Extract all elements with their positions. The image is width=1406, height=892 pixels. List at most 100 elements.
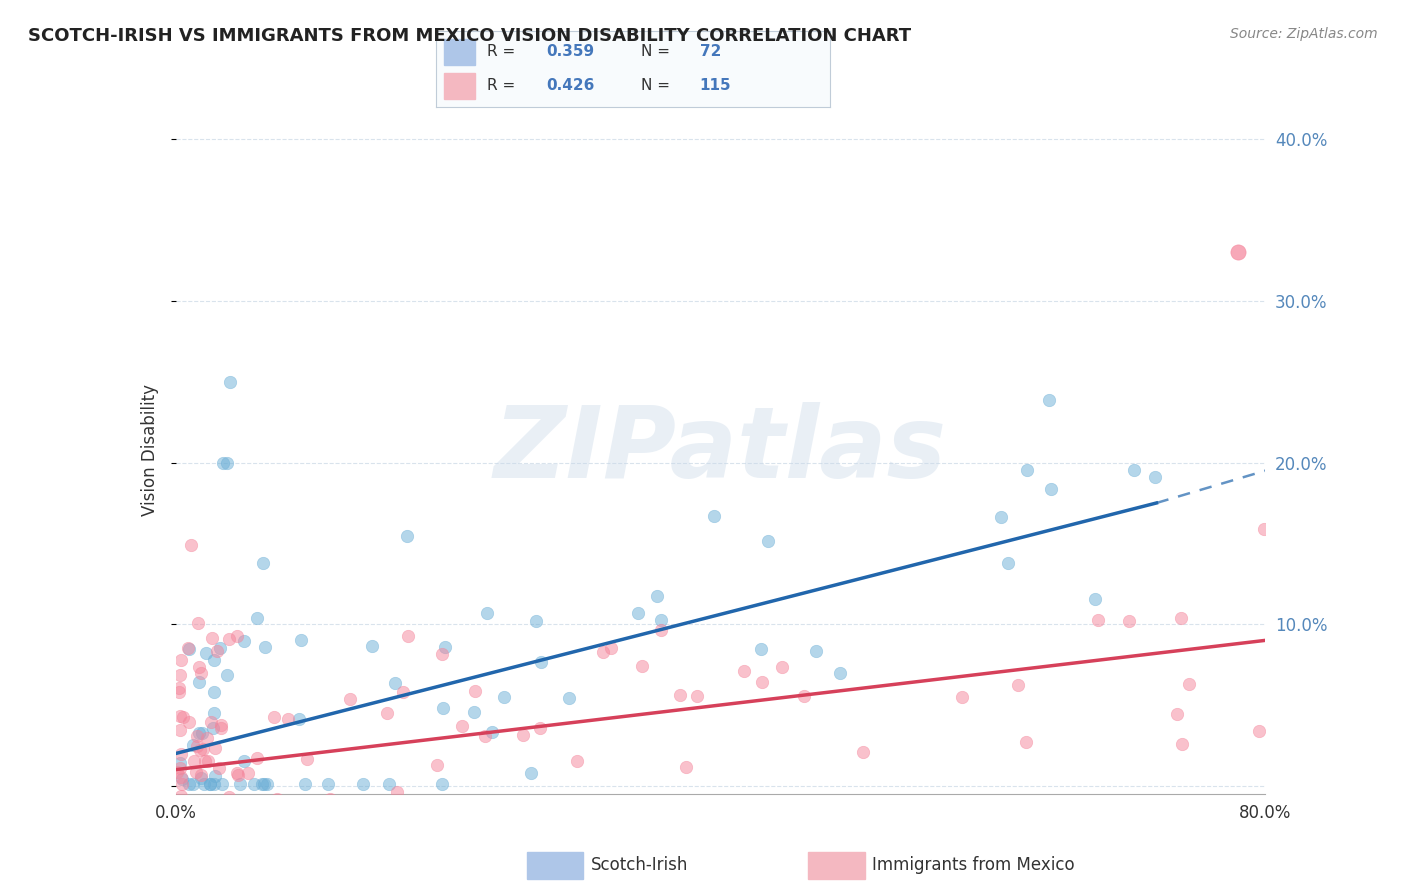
Point — [990, 509, 1012, 524]
Point — [650, 613, 672, 627]
Point — [166, 795, 188, 809]
Text: 0.426: 0.426 — [546, 78, 595, 94]
Point — [169, 795, 191, 809]
Point — [1166, 706, 1188, 721]
Point — [707, 795, 730, 809]
Point — [523, 795, 546, 809]
Point — [384, 676, 406, 690]
Text: 72: 72 — [700, 45, 721, 59]
Text: R =: R = — [486, 45, 520, 59]
Point — [211, 795, 233, 809]
Y-axis label: Vision Disability: Vision Disability — [141, 384, 159, 516]
Point — [186, 739, 208, 753]
Point — [804, 644, 827, 658]
Point — [433, 640, 456, 654]
Point — [852, 745, 875, 759]
Point — [173, 795, 195, 809]
Point — [212, 456, 235, 470]
Point — [200, 795, 222, 809]
Point — [197, 754, 219, 768]
Point — [180, 795, 202, 809]
Point — [193, 777, 215, 791]
FancyBboxPatch shape — [527, 852, 583, 879]
Point — [1118, 614, 1140, 628]
Point — [169, 795, 191, 809]
Point — [225, 795, 247, 809]
Point — [169, 723, 191, 738]
Point — [225, 765, 247, 780]
Point — [316, 777, 339, 791]
Point — [1178, 677, 1201, 691]
Point — [463, 705, 485, 719]
Point — [242, 795, 264, 809]
Point — [751, 675, 773, 690]
Point — [432, 700, 454, 714]
Point — [190, 771, 212, 785]
Point — [191, 795, 214, 809]
Point — [387, 785, 409, 799]
Point — [352, 777, 374, 791]
Point — [1014, 735, 1036, 749]
Point — [224, 795, 246, 809]
Point — [1143, 470, 1166, 484]
Point — [474, 729, 496, 743]
Point — [179, 641, 201, 656]
Point — [209, 641, 232, 656]
Point — [208, 761, 231, 775]
Point — [565, 754, 588, 768]
Point — [188, 743, 211, 757]
Point — [374, 795, 396, 809]
Point — [318, 792, 340, 806]
Point — [252, 777, 274, 791]
Point — [190, 666, 212, 681]
Point — [187, 675, 209, 690]
Point — [396, 529, 419, 543]
Point — [627, 606, 650, 620]
FancyBboxPatch shape — [808, 852, 865, 879]
Point — [650, 623, 672, 637]
Point — [592, 645, 614, 659]
Point — [204, 741, 226, 756]
Point — [167, 685, 190, 699]
Point — [733, 665, 755, 679]
Point — [392, 685, 415, 699]
Point — [772, 660, 794, 674]
Point — [997, 556, 1019, 570]
Point — [177, 795, 200, 809]
Point — [361, 639, 384, 653]
Point — [200, 715, 222, 730]
Point — [226, 767, 249, 781]
Point — [1087, 613, 1109, 627]
Point — [181, 739, 204, 753]
Point — [950, 690, 973, 704]
Point — [252, 556, 274, 570]
Point — [464, 683, 486, 698]
Point — [217, 456, 239, 470]
Point — [202, 721, 225, 735]
Point — [180, 538, 202, 552]
Point — [202, 777, 225, 791]
Point — [195, 795, 218, 809]
Point — [177, 714, 200, 729]
Point — [477, 607, 499, 621]
Point — [1007, 678, 1029, 692]
Point — [170, 747, 193, 761]
Point — [211, 777, 233, 791]
Point — [631, 658, 654, 673]
Point — [1015, 463, 1038, 477]
Point — [619, 795, 641, 809]
FancyBboxPatch shape — [444, 73, 475, 99]
Point — [226, 629, 249, 643]
Point — [170, 789, 193, 804]
Point — [430, 777, 453, 791]
Point — [170, 777, 193, 791]
Point — [256, 777, 278, 791]
Point — [290, 632, 312, 647]
Point — [187, 660, 209, 674]
Text: 115: 115 — [700, 78, 731, 94]
Point — [277, 712, 299, 726]
Point — [202, 706, 225, 721]
Point — [218, 790, 240, 805]
Point — [295, 752, 318, 766]
Point — [492, 690, 515, 704]
